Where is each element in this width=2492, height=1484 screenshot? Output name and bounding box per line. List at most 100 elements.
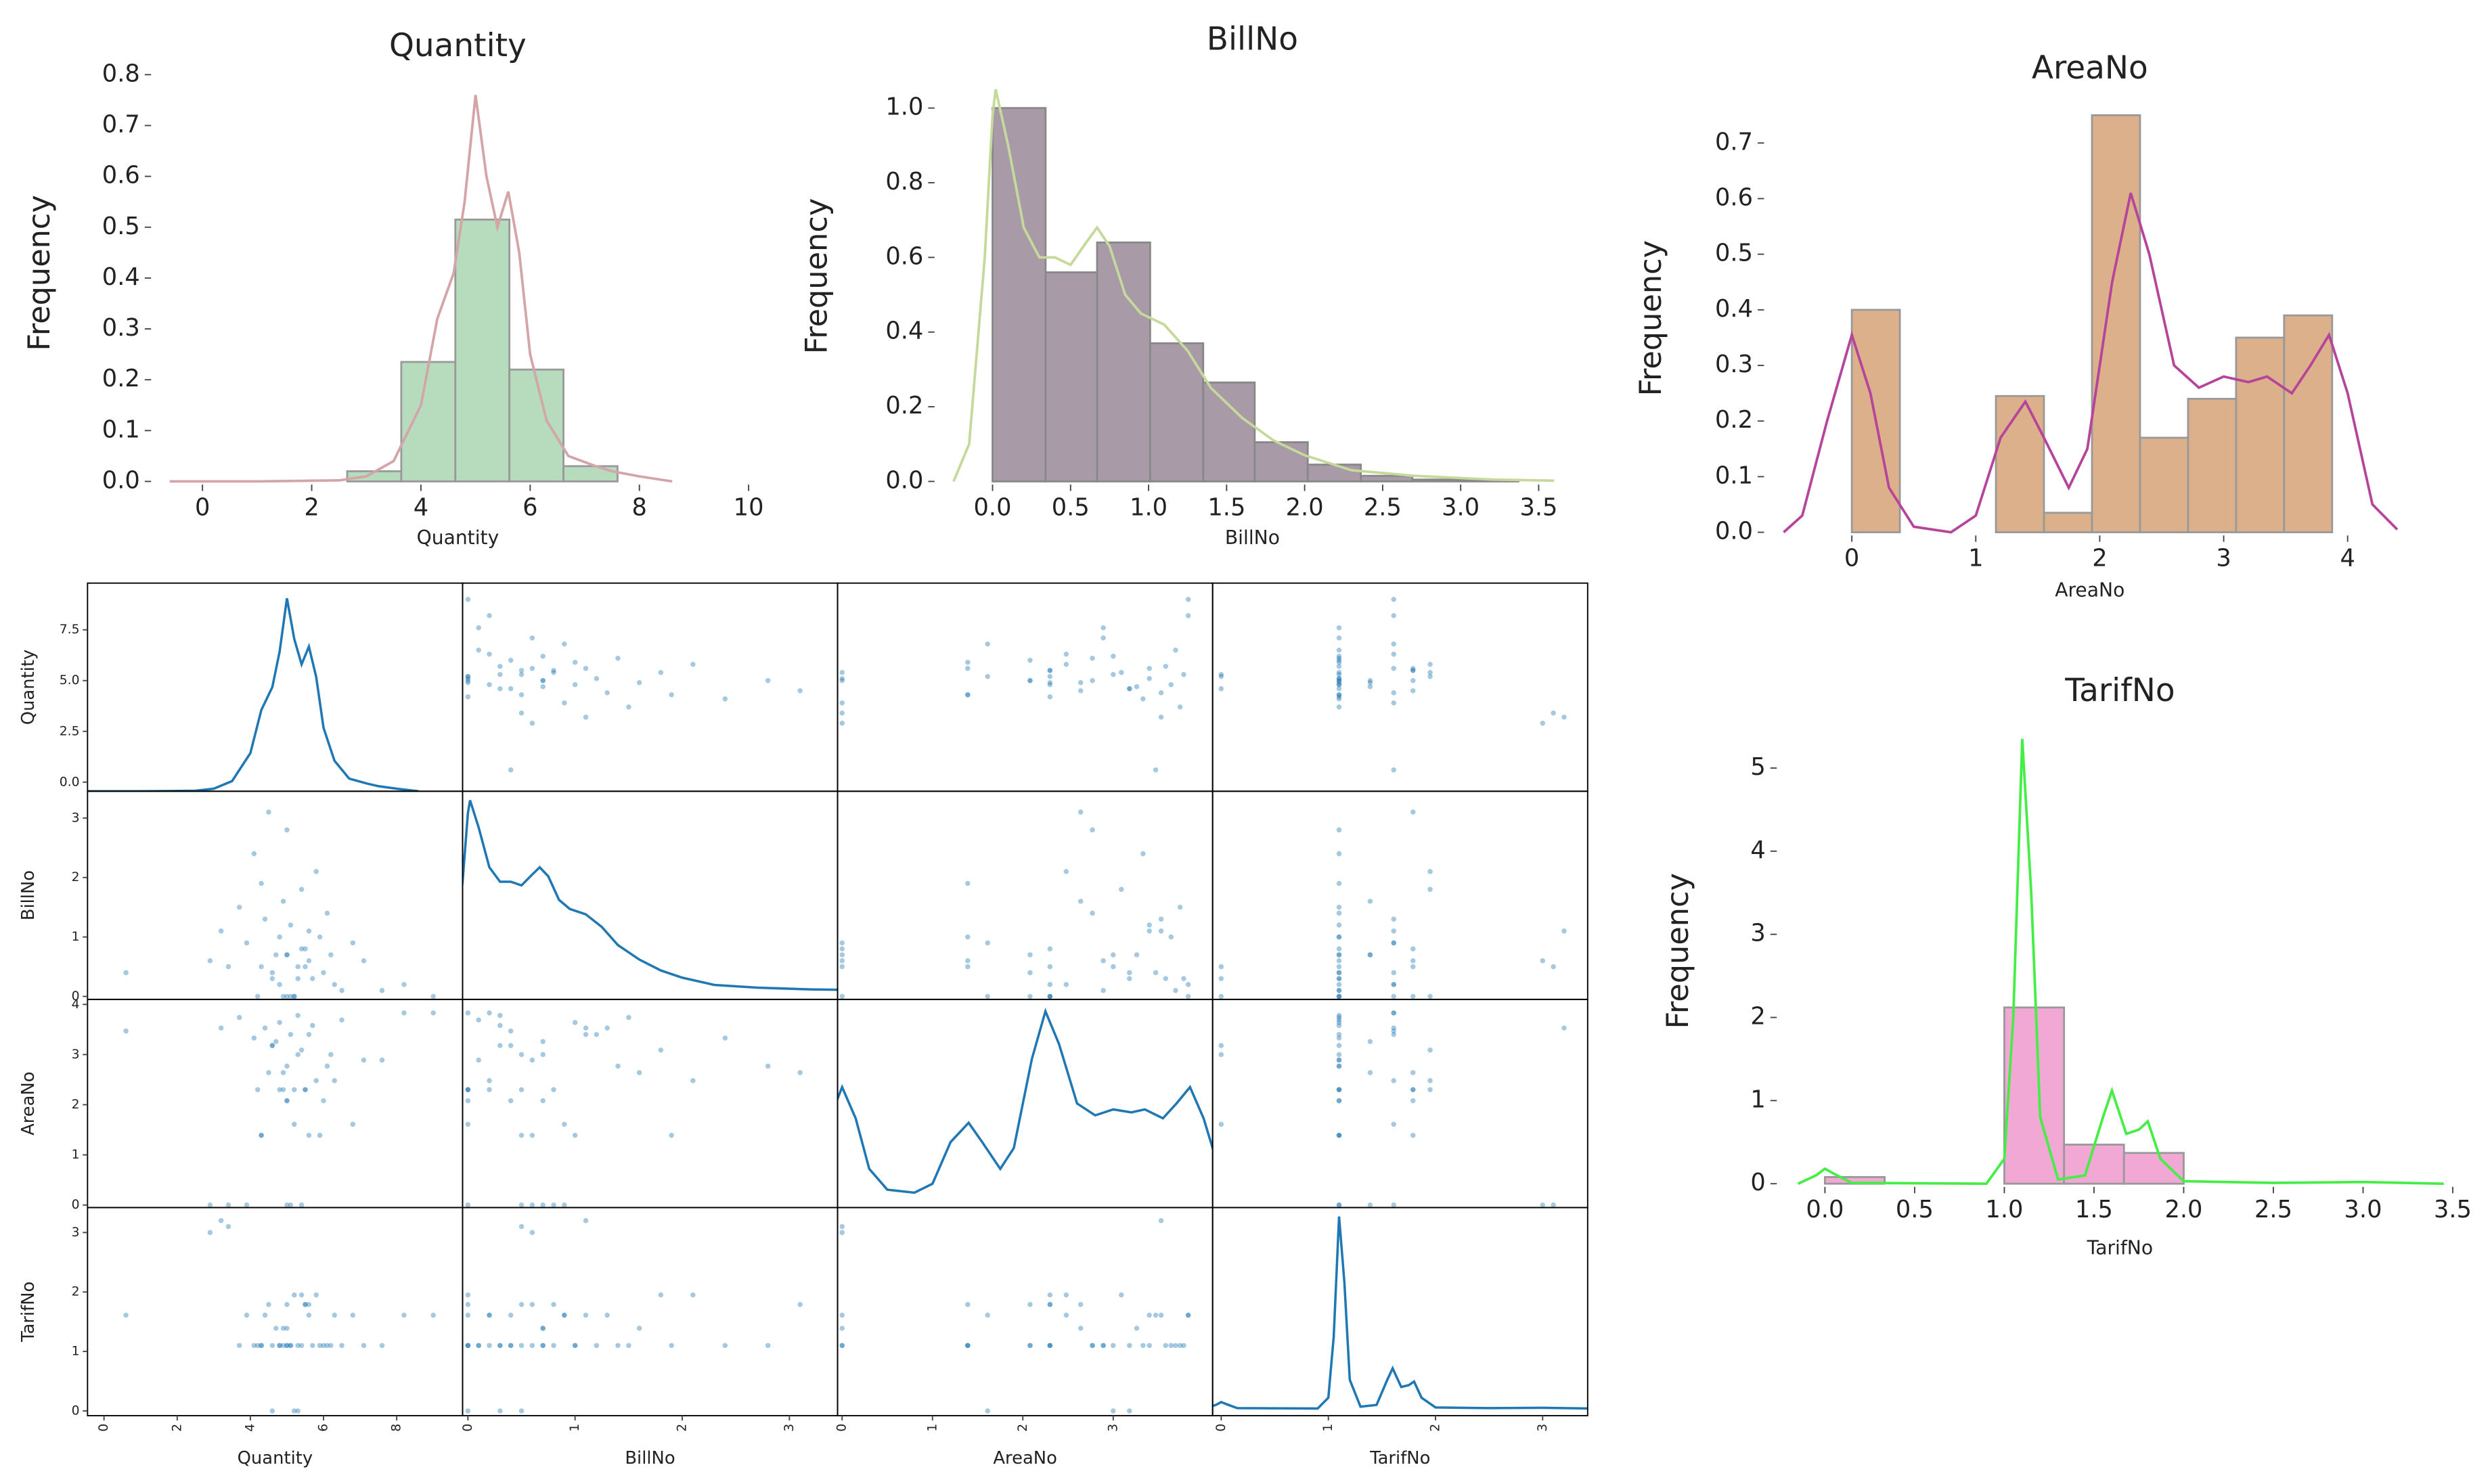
scatter-point [1427, 661, 1433, 667]
scatter-point [313, 1292, 319, 1298]
scatter-point [1336, 625, 1342, 631]
scatter-point [839, 958, 845, 964]
scatter-point [1336, 982, 1342, 987]
scatter-point [965, 1343, 971, 1349]
scatter-point [324, 1343, 330, 1349]
panel-frame [1211, 790, 1588, 1000]
scatter-point [1336, 635, 1342, 641]
x-tick-label: 8 [632, 493, 647, 521]
scatter-point [1047, 667, 1053, 673]
scatter-point [266, 1070, 271, 1075]
scatter-point [317, 1343, 323, 1349]
scatter-point [1111, 671, 1116, 677]
scatter-point [218, 928, 224, 934]
scatter-point [1391, 651, 1397, 657]
scatter-point [1177, 904, 1183, 910]
scatter-point [465, 1087, 471, 1093]
scatter-point [280, 1343, 286, 1349]
scatter-point [1090, 677, 1095, 683]
scatter-point [465, 1343, 471, 1349]
scatter-point [295, 976, 301, 981]
scatter-point [288, 922, 294, 928]
scatter-point [1147, 922, 1152, 928]
panel-frame [87, 1207, 464, 1416]
scatter-point [1427, 993, 1433, 999]
scatter-point [1561, 715, 1567, 720]
y-tick-label: 4 [72, 997, 80, 1012]
scatter-point [497, 1343, 503, 1349]
scatter-point [658, 669, 664, 675]
x-tick-label: 0 [1844, 544, 1859, 572]
scatter-point [430, 993, 436, 999]
scatter-point [508, 1028, 514, 1034]
scatter-point [551, 1087, 556, 1093]
scatter-point [636, 1070, 642, 1075]
scatter-point [604, 690, 610, 696]
matrix-panel [123, 809, 436, 999]
scatter-point [1427, 1087, 1433, 1093]
scatter-point [1077, 809, 1084, 815]
scatter-point [839, 1312, 845, 1318]
scatter-point [465, 1408, 471, 1414]
scatter-point [572, 1343, 578, 1349]
x-tick-label: 0 [835, 1424, 849, 1432]
x-tick-label: 0.0 [1806, 1196, 1844, 1223]
scatter-point [518, 1132, 525, 1138]
scatter-point [277, 1087, 282, 1093]
scatter-point [1127, 685, 1132, 692]
scatter-point [1551, 1202, 1556, 1208]
scatter-point [1391, 1031, 1397, 1037]
x-tick-label: 3.5 [2434, 1196, 2472, 1223]
scatter-point [1027, 1301, 1033, 1307]
scatter-point [1391, 916, 1397, 922]
y-tick-label: 0.2 [885, 392, 923, 420]
y-tick-label: 2 [72, 1285, 80, 1299]
x-tick-label: 2.5 [1364, 493, 1402, 521]
histogram-panel: BillNo Frequency BillNo 0.0 0.2 0.4 0.6 0.8 1.0 0… [799, 21, 1557, 549]
scatter-point [280, 993, 286, 999]
scatter-point [765, 1343, 771, 1349]
y-tick-label: 1 [72, 1148, 80, 1162]
scatter-point [1100, 1343, 1106, 1349]
scatter-point [1391, 982, 1397, 987]
scatter-point [273, 952, 279, 958]
scatter-point [1336, 904, 1342, 910]
scatter-point [839, 1230, 845, 1236]
scatter-point [540, 1343, 546, 1349]
scatter-point [306, 1031, 312, 1037]
y-tick-label: 0.7 [1715, 128, 1753, 156]
scatter-point [277, 1343, 282, 1349]
scatter-point [529, 721, 535, 726]
scatter-point [797, 688, 803, 694]
scatter-point [1181, 671, 1186, 677]
row-label: Quantity [18, 650, 39, 725]
scatter-point [251, 851, 257, 857]
scatter-point [1153, 767, 1159, 773]
x-tick-label: 2 [304, 493, 319, 521]
x-tick-label: 4 [2340, 544, 2355, 572]
scatter-point [1391, 1028, 1397, 1034]
scatter-point [262, 1025, 268, 1031]
scatter-point [765, 677, 771, 683]
scatter-point [497, 1022, 503, 1029]
x-axis-label: BillNo [1225, 526, 1280, 549]
scatter-point [259, 1132, 264, 1138]
scatter-point [1077, 679, 1084, 685]
x-axis-label: Quantity [417, 526, 499, 549]
scatter-point [1410, 1132, 1416, 1138]
scatter-point [985, 1408, 990, 1414]
y-tick-label: 5 [1750, 753, 1765, 781]
scatter-point [295, 1012, 301, 1018]
scatter-point [1336, 1057, 1342, 1063]
scatter-point [508, 657, 514, 663]
scatter-point [1336, 952, 1342, 958]
matrix-panel [462, 800, 838, 991]
scatter-point [583, 715, 589, 720]
scatter-point [508, 1098, 514, 1104]
scatter-point [551, 669, 556, 675]
scatter-point [1047, 964, 1053, 970]
scatter-point [292, 1292, 297, 1298]
scatter-point [1168, 1343, 1174, 1349]
scatter-point [476, 625, 481, 631]
scatter-point [540, 1326, 546, 1331]
